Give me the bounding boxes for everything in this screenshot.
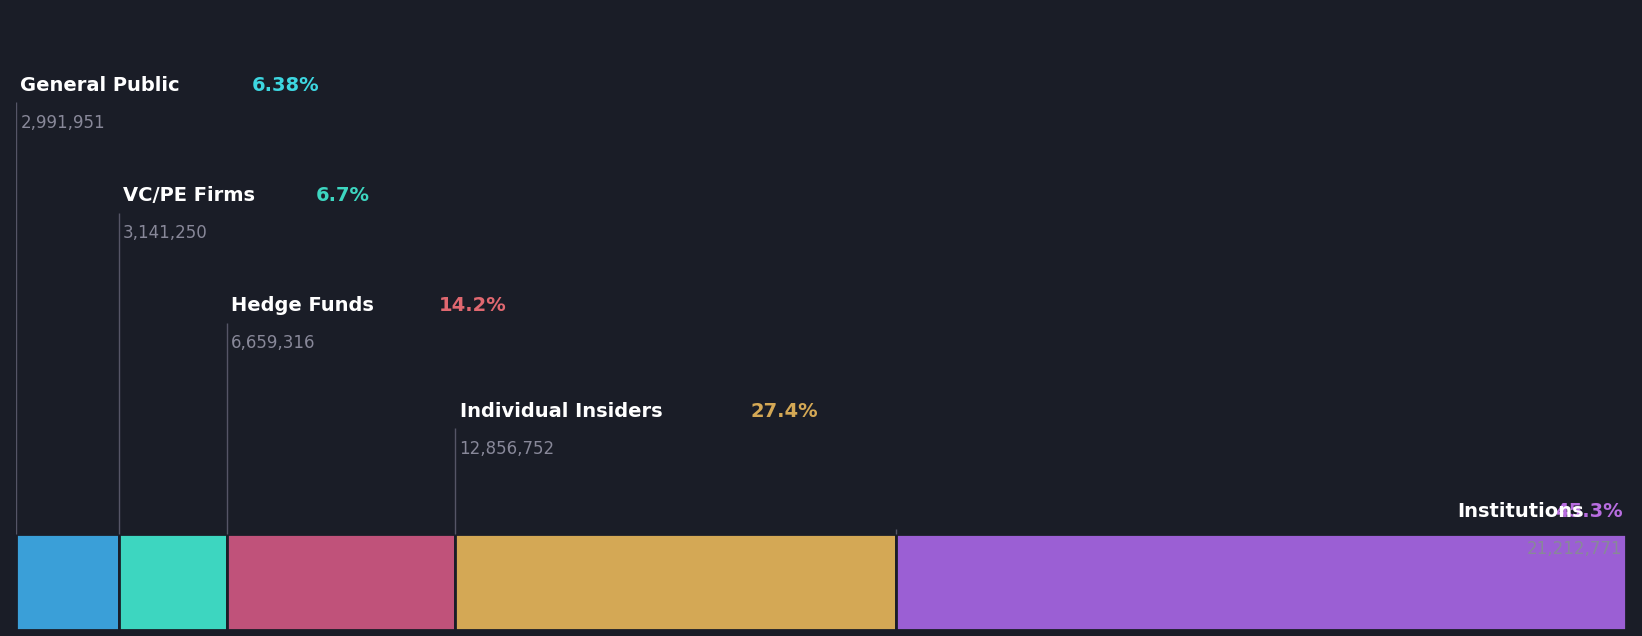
Text: 14.2%: 14.2% [438, 296, 507, 315]
Bar [16, 534, 120, 630]
Text: 6.38%: 6.38% [251, 76, 320, 95]
Text: 45.3%: 45.3% [1555, 502, 1622, 522]
Text: 6.7%: 6.7% [317, 186, 369, 205]
Text: 12,856,752: 12,856,752 [460, 439, 555, 458]
Text: 2,991,951: 2,991,951 [20, 114, 105, 132]
Bar [227, 534, 455, 630]
Text: VC/PE Firms: VC/PE Firms [123, 186, 261, 205]
Text: 21,212,771: 21,212,771 [1527, 541, 1622, 558]
Text: Hedge Funds: Hedge Funds [232, 296, 381, 315]
Text: Individual Insiders: Individual Insiders [460, 401, 668, 420]
Text: Institutions: Institutions [1456, 502, 1585, 522]
Bar [120, 534, 227, 630]
Text: 6,659,316: 6,659,316 [232, 335, 315, 352]
Text: General Public: General Public [20, 76, 187, 95]
Bar [897, 534, 1626, 630]
Text: 3,141,250: 3,141,250 [123, 224, 209, 242]
Bar [455, 534, 897, 630]
Text: 27.4%: 27.4% [750, 401, 818, 420]
